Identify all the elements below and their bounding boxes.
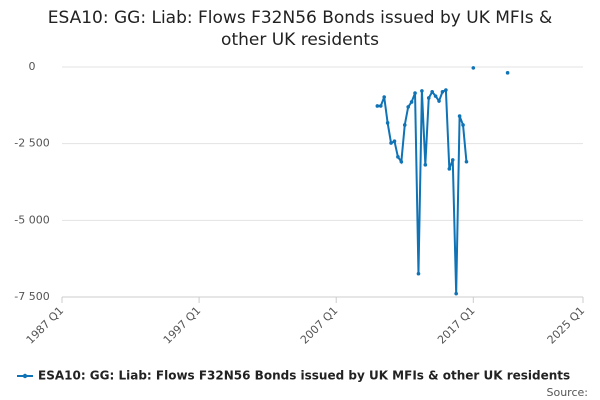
point [461, 123, 465, 127]
x-tick-label: 2025 Q1 [545, 304, 588, 347]
point [409, 100, 414, 104]
point [464, 159, 469, 164]
x-tick-label: 1997 Q1 [161, 304, 204, 347]
point [416, 271, 421, 276]
series-line [377, 73, 507, 294]
chart-title: ESA10: GG: Liab: Flows F32N56 Bonds issu… [48, 8, 552, 50]
y-tick-label: -2 500 [14, 137, 49, 150]
point [399, 159, 404, 164]
point [378, 104, 383, 108]
legend-marker [22, 373, 28, 379]
point [437, 99, 441, 103]
point [389, 141, 393, 145]
point [440, 90, 445, 94]
point [382, 95, 386, 99]
point [426, 96, 431, 100]
x-tick-label: 2007 Q1 [298, 304, 341, 347]
point [450, 158, 455, 162]
point [454, 291, 458, 296]
point [423, 163, 428, 167]
point [385, 121, 390, 125]
legend-label: ESA10: GG: Liab: Flows F32N56 Bonds issu… [38, 369, 570, 383]
source: Source: [547, 386, 589, 399]
point [375, 104, 380, 108]
point [402, 123, 407, 127]
point [392, 139, 397, 144]
point [406, 105, 410, 109]
x-tick-label: 1987 Q1 [24, 304, 67, 347]
point [444, 88, 448, 92]
point [457, 114, 462, 118]
point [433, 94, 438, 98]
point [430, 90, 434, 94]
point [505, 71, 510, 75]
y-tick-label: -5 000 [14, 213, 49, 226]
y-tick-label: -7 500 [14, 290, 49, 303]
point [396, 155, 400, 159]
point [471, 66, 476, 70]
y-tick-label: 0 [29, 60, 36, 73]
point [413, 91, 417, 95]
point [420, 89, 424, 93]
x-tick-label: 2017 Q1 [435, 304, 478, 347]
point [447, 167, 452, 171]
